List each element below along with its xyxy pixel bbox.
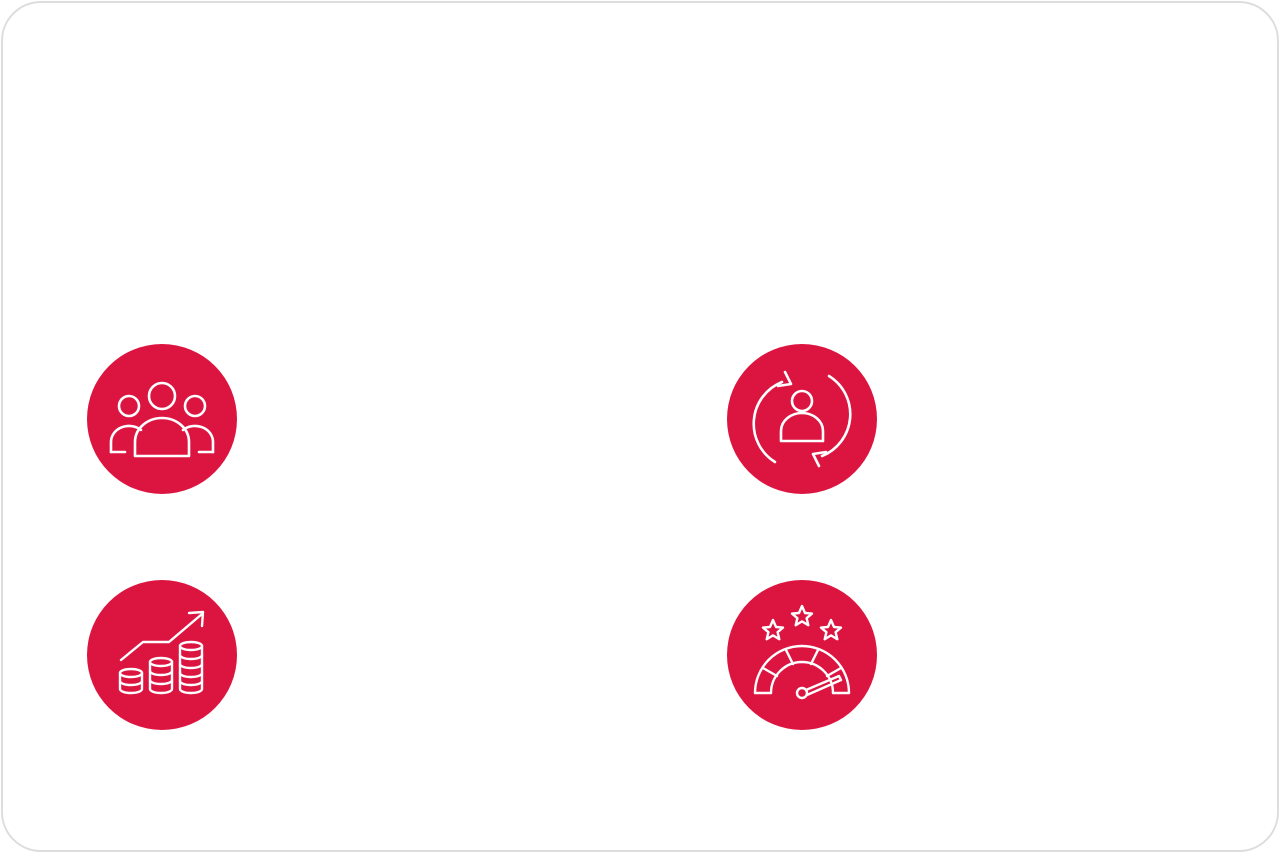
customer-cycle-icon — [727, 344, 877, 494]
people-group-icon — [87, 344, 237, 494]
rating-gauge-icon — [727, 580, 877, 730]
revenue-growth-icon — [87, 580, 237, 730]
